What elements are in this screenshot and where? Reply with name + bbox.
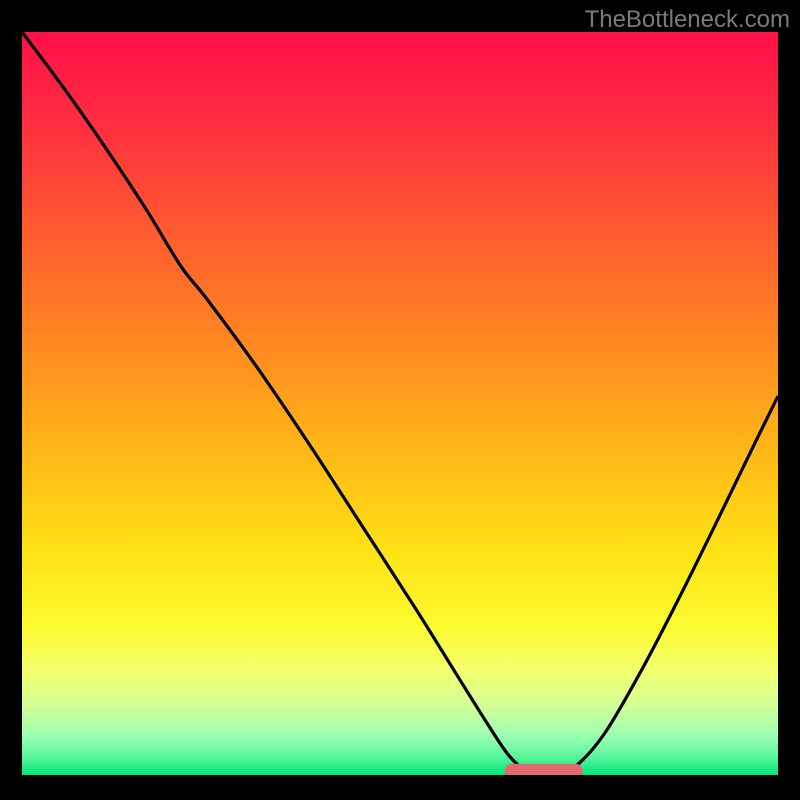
plot-background	[22, 32, 778, 775]
bottleneck-chart	[0, 0, 800, 800]
chart-container: TheBottleneck.com	[0, 0, 800, 800]
watermark-text: TheBottleneck.com	[585, 6, 790, 34]
